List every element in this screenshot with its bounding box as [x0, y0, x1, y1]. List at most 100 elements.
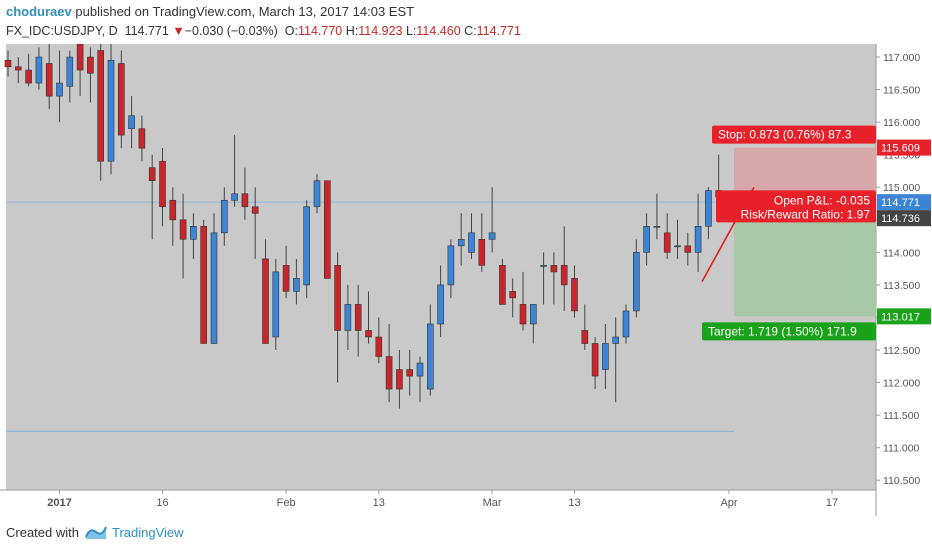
published-text: published on TradingView.com, March 13, …	[75, 4, 415, 19]
x-tick-label: 13	[373, 497, 385, 509]
candle-body	[550, 265, 558, 273]
x-tick-label: 17	[826, 497, 838, 509]
stop-label-box	[712, 125, 876, 144]
candle-body	[499, 265, 506, 305]
close-label: C:	[464, 24, 477, 38]
y-tick-label: 112.000	[883, 378, 920, 390]
last-price-tag-label: 114.771	[881, 197, 920, 209]
change-value: −0.030 (−0.03%)	[184, 24, 278, 38]
low-value: 114.460	[416, 24, 461, 38]
stop-price-tag-label: 115.609	[881, 143, 920, 155]
symbol-label: FX_IDC:USDJPY, D	[6, 24, 118, 38]
candle-body	[406, 369, 414, 377]
candle-body	[571, 278, 578, 312]
x-tick-label: 13	[568, 497, 580, 509]
candle-body	[447, 245, 455, 286]
candle-body	[210, 232, 218, 344]
candle-body	[303, 206, 311, 286]
candle-body	[375, 336, 383, 357]
candle-body	[365, 330, 372, 338]
candle-body	[653, 226, 661, 228]
candle-body	[705, 190, 712, 227]
publish-line: choduraev published on TradingView.com, …	[6, 4, 414, 19]
candle-body	[437, 284, 444, 325]
y-tick-label: 113.500	[883, 280, 920, 292]
chart-header: choduraev published on TradingView.com, …	[0, 0, 932, 44]
brand-name[interactable]: TradingView	[112, 525, 184, 540]
time-axis-background	[0, 490, 876, 516]
candle-body	[25, 69, 32, 84]
candle-body	[612, 336, 620, 344]
pl-box	[716, 190, 876, 223]
candle-body	[622, 310, 630, 338]
candle-body	[694, 226, 702, 253]
footer: Created with TradingView	[0, 516, 932, 550]
stop-label: Stop: 0.873 (0.76%) 87.3	[718, 128, 852, 142]
y-tick-label: 111.000	[883, 443, 920, 455]
created-with-text: Created with	[6, 525, 79, 540]
candle-body	[159, 160, 166, 208]
y-tick-label: 111.500	[883, 410, 920, 422]
stop-price-tag	[877, 139, 931, 156]
y-tick-label: 112.500	[883, 345, 920, 357]
high-value: 114.923	[358, 24, 403, 38]
candle-body	[107, 59, 115, 162]
candle-body	[272, 271, 280, 338]
ohlc-line: FX_IDC:USDJPY, D 114.771 ▼−0.030 (−0.03%…	[6, 24, 521, 38]
candle-body	[529, 304, 537, 325]
candle-body	[148, 167, 156, 182]
candle-body	[293, 278, 300, 292]
candle-body	[282, 265, 290, 292]
entry-price-tag	[877, 210, 931, 227]
risk-reward-label: Risk/Reward Ratio: 1.97	[741, 207, 871, 221]
last-price-tag	[877, 194, 931, 211]
y-tick-label: 110.500	[883, 475, 920, 487]
y-tick-label: 114.000	[883, 247, 920, 259]
candle-body	[591, 343, 599, 377]
tradingview-logo-icon	[85, 526, 107, 539]
x-tick-label: Mar	[483, 497, 502, 509]
candle-body	[35, 56, 43, 84]
candlestick-chart[interactable]: 117.000116.500116.000115.500115.000114.5…	[0, 44, 932, 516]
low-label: L:	[405, 24, 417, 38]
candle-body	[251, 206, 259, 214]
candle-body	[76, 44, 84, 71]
y-tick-label: 117.000	[883, 52, 920, 64]
candle-body	[221, 199, 228, 234]
candle-body	[344, 304, 352, 331]
close-value: 114.771	[476, 24, 521, 38]
candle-body	[674, 245, 681, 248]
y-tick-label: 116.500	[883, 85, 920, 97]
down-arrow-icon: ▼	[172, 24, 185, 38]
candle-body	[169, 199, 177, 221]
candle-body	[313, 180, 321, 208]
candle-body	[231, 193, 238, 201]
candle-body	[385, 356, 393, 390]
high-label: H:	[345, 24, 359, 38]
author-name[interactable]: choduraev	[6, 4, 72, 19]
candle-body	[354, 304, 362, 331]
candle-body	[262, 258, 269, 344]
candle-body	[138, 128, 146, 149]
price-axis-background	[876, 44, 932, 516]
candle-body	[66, 56, 74, 87]
target-label: Target: 1.719 (1.50%) 171.9	[708, 324, 857, 338]
open-value: 114.770	[297, 24, 343, 38]
candle-body	[684, 245, 692, 253]
target-label-box	[702, 322, 876, 341]
y-tick-label: 115.000	[883, 182, 920, 194]
candle-body	[179, 219, 187, 240]
candle-body	[334, 265, 341, 331]
candle-body	[56, 82, 63, 97]
candle-body	[488, 232, 496, 240]
x-tick-label: Apr	[720, 497, 737, 509]
x-tick-label: 2017	[47, 497, 71, 509]
target-price-tag-label: 113.017	[881, 311, 920, 323]
candle-body	[468, 232, 475, 253]
open-label: O:	[284, 24, 298, 38]
candle-body	[190, 226, 197, 240]
open-pl-label: Open P&L: -0.035	[774, 193, 870, 207]
x-tick-label: 16	[156, 497, 168, 509]
candle-body	[581, 330, 589, 344]
take-profit-zone	[734, 204, 876, 317]
